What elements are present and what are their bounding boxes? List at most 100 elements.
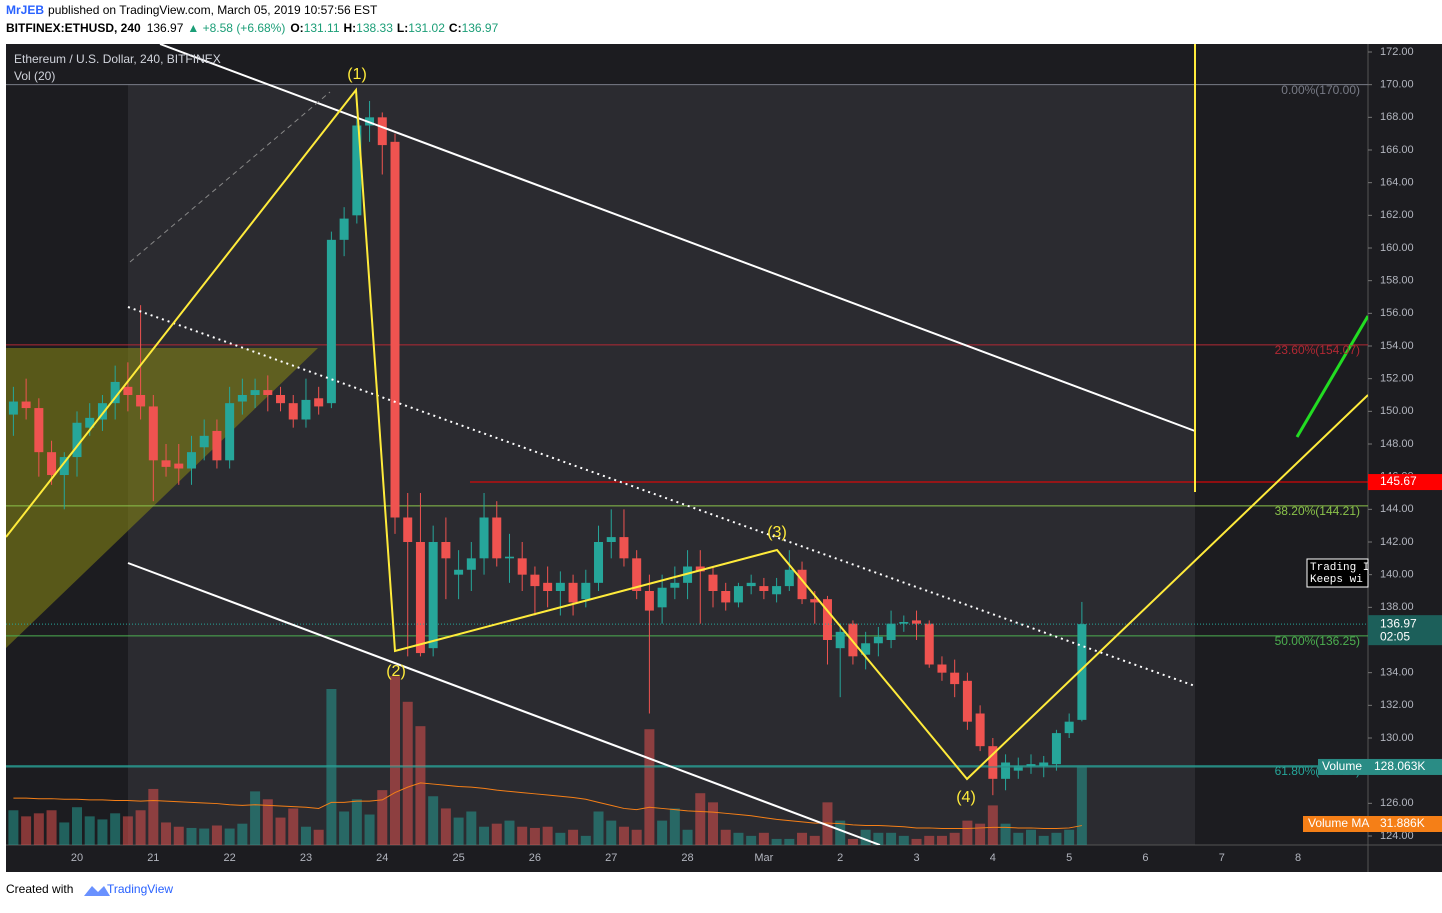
x-tick-label: 26 — [529, 852, 541, 864]
candle-body — [733, 586, 743, 603]
candle-body — [390, 141, 400, 518]
candle-body — [861, 643, 871, 655]
candle-body — [212, 430, 222, 461]
volume-bar — [1064, 829, 1075, 845]
note-line: Trading I — [1310, 562, 1369, 574]
candle-body — [759, 586, 769, 591]
volume-bar — [364, 814, 375, 845]
volume-bar — [237, 823, 248, 845]
candle-body — [950, 672, 960, 685]
candle-body — [110, 381, 120, 404]
candle-body — [97, 403, 107, 420]
h: 138.33 — [356, 21, 393, 35]
candle-body — [504, 556, 514, 559]
candle-body — [988, 746, 998, 779]
volume-bar — [1051, 832, 1062, 845]
l: 131.02 — [408, 21, 445, 35]
y-tick-label: 160.00 — [1380, 242, 1414, 254]
note-line: Keeps wi — [1310, 574, 1363, 586]
last-price-bg — [1368, 615, 1442, 646]
y-tick-label: 148.00 — [1380, 438, 1414, 450]
fib-label: 38.20%(144.21) — [1275, 504, 1360, 518]
footer-brand[interactable]: TradingView — [107, 882, 173, 896]
candle-body — [784, 569, 794, 587]
candle-body — [1039, 762, 1049, 766]
volume-bar — [1000, 823, 1011, 845]
volume-bar — [975, 823, 986, 845]
candle-body — [721, 591, 731, 603]
volume-bar — [644, 729, 655, 845]
volume-bar — [873, 832, 884, 845]
candle-body — [695, 566, 705, 572]
volume-bar — [84, 816, 95, 845]
y-tick-label: 166.00 — [1380, 144, 1414, 156]
x-tick-label: 5 — [1066, 852, 1072, 864]
volume-bar — [72, 807, 82, 845]
candle-body — [1077, 624, 1087, 720]
c: 136.97 — [462, 21, 499, 35]
y-tick-label: 132.00 — [1380, 699, 1414, 711]
chart-title: Ethereum / U.S. Dollar, 240, BITFINEX — [14, 52, 221, 66]
volume-bar — [631, 829, 642, 845]
volume-bar — [860, 829, 871, 845]
y-tick-label: 162.00 — [1380, 209, 1414, 221]
x-tick-label: Mar — [754, 852, 773, 864]
volume-bar — [822, 802, 833, 845]
volume-bar — [453, 817, 464, 845]
volume-name-bg — [1318, 758, 1368, 775]
wave-path — [6, 87, 1368, 781]
symbol: BITFINEX:ETHUSD, 240 — [6, 21, 141, 35]
publish-line: MrJEB published on TradingView.com, March… — [6, 3, 378, 17]
volume-bar — [300, 826, 311, 845]
candle-body — [199, 435, 209, 448]
volume-bar — [161, 822, 172, 845]
candle-body — [899, 622, 909, 624]
volume-bar — [313, 829, 324, 845]
y-tick-label: 156.00 — [1380, 307, 1414, 319]
candle-body — [1051, 733, 1061, 765]
y-tick-label: 168.00 — [1380, 111, 1414, 123]
volume-bar — [962, 820, 973, 845]
chart-subtitle: Vol (20) — [14, 69, 55, 83]
shaded-region — [128, 84, 1195, 845]
author[interactable]: MrJEB — [6, 3, 44, 17]
volume-bar — [46, 810, 57, 845]
volume-bar — [771, 838, 782, 845]
volume-bar — [746, 835, 757, 845]
y-tick-label: 138.00 — [1380, 601, 1414, 613]
volume-bar — [987, 805, 998, 845]
volume-bar — [911, 838, 922, 845]
wave-label: (4) — [956, 789, 976, 806]
x-tick-label: 8 — [1295, 852, 1301, 864]
candle-body — [123, 386, 133, 395]
channel-upper — [159, 44, 1196, 432]
volume-bar — [924, 835, 935, 845]
y-tick-label: 152.00 — [1380, 373, 1414, 385]
volume-bar — [949, 832, 960, 845]
volume-bar — [580, 835, 591, 845]
volume-bar — [440, 808, 451, 845]
volume-bar — [415, 726, 426, 845]
x-tick-label: 28 — [681, 852, 693, 864]
volume-bar — [695, 793, 706, 845]
candle-body — [810, 599, 820, 603]
candle-body — [708, 574, 718, 591]
wave-label: (3) — [767, 524, 787, 541]
y-tick-label: 158.00 — [1380, 275, 1414, 287]
candle-body — [225, 403, 235, 461]
candle-body — [517, 558, 527, 575]
candle-body — [136, 395, 146, 407]
candle-body — [466, 558, 476, 570]
volume-bar — [809, 835, 820, 845]
candle-body — [237, 395, 247, 402]
candle-body — [276, 395, 286, 404]
footer-logo — [84, 886, 110, 896]
candle-body — [428, 542, 438, 649]
volume-bar — [797, 832, 808, 845]
y-tick-label: 154.00 — [1380, 340, 1414, 352]
candle-body — [772, 586, 782, 595]
candle-body — [873, 636, 883, 644]
volume-bar — [199, 828, 210, 845]
